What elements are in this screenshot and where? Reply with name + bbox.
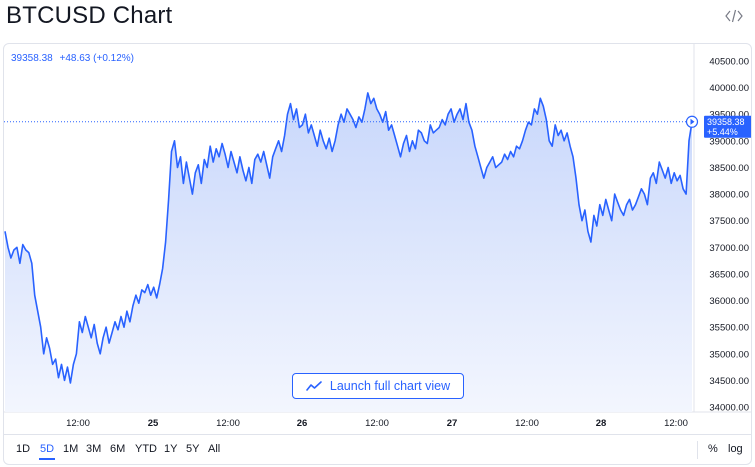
price-area-fill — [5, 92, 692, 413]
percent-scale-toggle[interactable]: % — [708, 443, 718, 455]
y-tick-label: 39500.00 — [709, 110, 749, 121]
y-tick-label: 40500.00 — [709, 57, 749, 68]
x-tick-label: 28 — [596, 418, 607, 429]
price-legend: 39358.38 +48.63 (+0.12%) — [11, 53, 138, 64]
y-tick-label: 38500.00 — [709, 163, 749, 174]
x-tick-label: 12:00 — [365, 418, 389, 429]
page-title: BTCUSD Chart — [6, 2, 173, 29]
range-1d[interactable]: 1D — [16, 443, 31, 455]
x-tick-label: 12:00 — [664, 418, 688, 429]
y-tick-label: 34500.00 — [709, 376, 749, 387]
trend-line-icon — [306, 381, 322, 391]
range-3m[interactable]: 3M — [86, 443, 102, 455]
chart-widget[interactable]: 40500.00 40000.00 39500.00 39000.00 38500.00… — [3, 43, 752, 465]
y-tick-label: 37000.00 — [709, 243, 749, 254]
price-tag-price: 39358.38 — [707, 117, 745, 127]
x-tick-label: 27 — [447, 418, 458, 429]
range-1y[interactable]: 1Y — [164, 443, 178, 455]
time-range-toolbar: 1D 5D 1M 3M 6M YTD 1Y 5Y All % log — [4, 434, 751, 464]
price-chart[interactable]: 40500.00 40000.00 39500.00 39000.00 38500.00… — [4, 44, 752, 434]
y-tick-label: 34000.00 — [709, 403, 749, 414]
y-tick-label: 36500.00 — [709, 269, 749, 280]
price-tag — [704, 115, 751, 138]
range-ytd[interactable]: YTD — [135, 443, 157, 455]
range-6m[interactable]: 6M — [110, 443, 126, 455]
launch-button-label: Launch full chart view — [329, 379, 451, 393]
range-1m[interactable]: 1M — [63, 443, 79, 455]
log-scale-toggle[interactable]: log — [728, 443, 743, 455]
x-tick-label: 12:00 — [66, 418, 90, 429]
y-tick-label: 37500.00 — [709, 216, 749, 227]
price-line — [4, 92, 693, 384]
x-tick-label: 26 — [297, 418, 308, 429]
toolbar-divider — [697, 441, 698, 459]
range-all[interactable]: All — [208, 443, 221, 455]
code-icon[interactable] — [725, 8, 743, 24]
y-tick-label: 38000.00 — [709, 190, 749, 201]
y-tick-label: 40000.00 — [709, 83, 749, 94]
y-tick-label: 39000.00 — [709, 136, 749, 147]
launch-full-chart-button[interactable]: Launch full chart view — [292, 373, 464, 399]
price-tag-change: +5.44% — [707, 127, 738, 137]
y-tick-label: 36000.00 — [709, 296, 749, 307]
play-icon — [690, 118, 695, 125]
legend-price: 39358.38 — [11, 53, 53, 64]
legend-change: +48.63 (+0.12%) — [59, 53, 135, 64]
x-tick-label: 12:00 — [216, 418, 240, 429]
y-tick-label: 35000.00 — [709, 349, 749, 360]
range-5d[interactable]: 5D — [38, 443, 56, 460]
x-tick-label: 25 — [148, 418, 159, 429]
y-tick-label: 35500.00 — [709, 323, 749, 334]
x-tick-label: 12:00 — [515, 418, 539, 429]
range-5y[interactable]: 5Y — [186, 443, 200, 455]
